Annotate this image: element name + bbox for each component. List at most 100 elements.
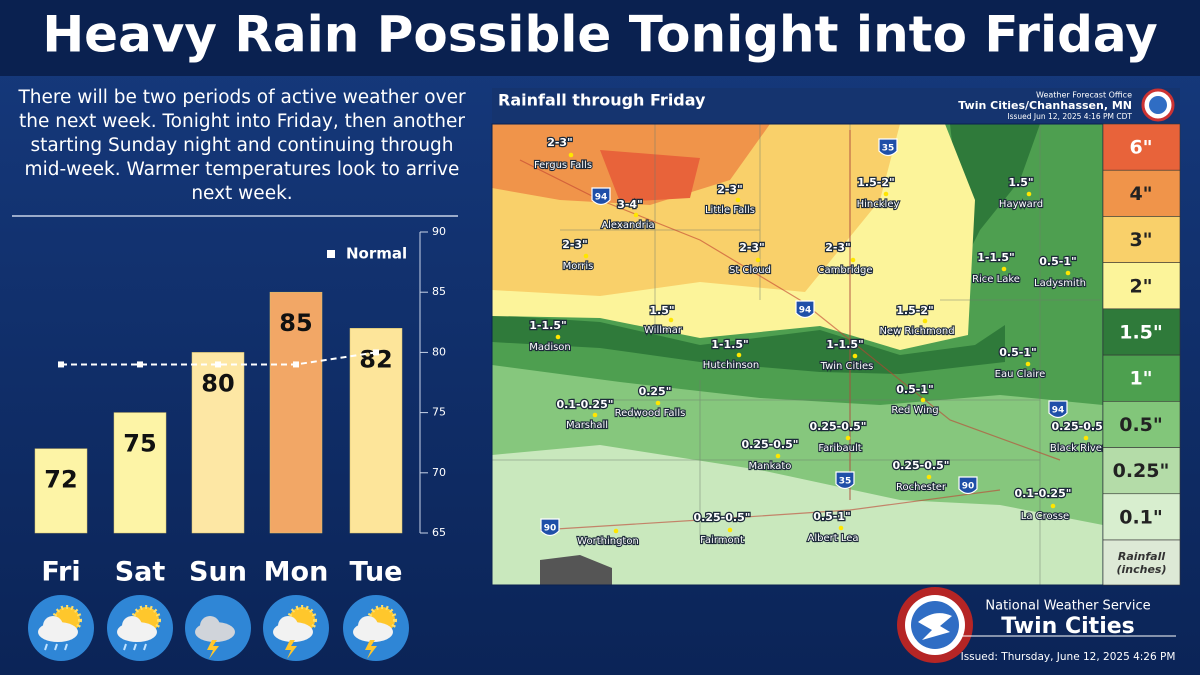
city-dot	[613, 528, 619, 534]
nws-logo-bolt	[918, 613, 952, 640]
y-tick-label: 65	[432, 526, 446, 539]
map-office: Twin Cities/Chanhassen, MN	[958, 99, 1132, 112]
legend-title-holder: Rainfall (inches)	[1116, 550, 1166, 576]
city-dot	[755, 257, 761, 263]
y-tick-label: 80	[432, 345, 446, 358]
city-name: New Richmond	[879, 326, 954, 337]
day-label: Fri	[41, 557, 80, 588]
legend-label: 1.5"	[1119, 322, 1163, 344]
legend-swatch	[1102, 308, 1181, 356]
map-labels: 2-3" Fergus Falls 3-4" Alexandria 2-3" Little…	[528, 135, 1109, 548]
interstate-number: 94	[1052, 406, 1065, 416]
map-header	[492, 88, 1180, 124]
rain-zone	[600, 150, 700, 202]
title-bar	[0, 0, 1200, 76]
normal-marker	[137, 361, 143, 368]
bar	[349, 328, 403, 534]
city-name: Red Wing	[891, 405, 938, 416]
rain-amount: 0.25-0.5"	[893, 459, 950, 472]
legend-label: 2"	[1129, 275, 1152, 297]
city-dot	[1026, 191, 1032, 197]
city-dot	[845, 435, 851, 441]
interstate-number: 94	[595, 193, 608, 203]
weather-icon-rain	[123, 643, 147, 651]
legend-swatch	[1102, 354, 1181, 402]
city-name: Fergus Falls	[534, 160, 592, 171]
legend-label: 0.5"	[1119, 414, 1163, 436]
city-name: Black River	[1050, 443, 1107, 454]
bar-value-label: 72	[44, 466, 77, 494]
city-dot	[735, 197, 741, 203]
city-name: Rochester	[896, 482, 947, 493]
legend-marker	[327, 250, 335, 258]
map-office-label: Weather Forecast Office	[1036, 91, 1132, 100]
nws-logo-small-inner	[1149, 96, 1167, 114]
city-dot	[633, 212, 639, 218]
rain-amount: 0.25-0.5"	[1052, 420, 1109, 433]
y-tick-label: 85	[432, 285, 446, 298]
city-dot	[655, 400, 661, 406]
footer-agency: National Weather Service	[985, 599, 1150, 614]
y-tick-label: 90	[432, 225, 446, 238]
bar	[269, 291, 323, 534]
city-dot	[1083, 435, 1089, 441]
bar-value-label: 85	[279, 309, 312, 337]
city-dot	[920, 397, 926, 403]
interstate-shield	[591, 187, 611, 206]
interstate-shield	[540, 518, 560, 537]
city-dot	[592, 412, 598, 418]
interstate-shield	[795, 300, 815, 319]
rain-amount: 0.1-0.25"	[557, 398, 614, 411]
city-name: Ladysmith	[1034, 278, 1086, 289]
city-dot	[852, 353, 858, 359]
normal-marker	[293, 361, 299, 368]
normal-marker	[373, 349, 379, 356]
city-name: St Cloud	[729, 265, 771, 276]
weather-icon-bolt	[207, 640, 219, 659]
rain-amount: 0.5-1"	[896, 383, 933, 396]
legend-label: 1"	[1129, 368, 1152, 390]
bar	[34, 448, 88, 534]
rain-amount: 1.5-2"	[896, 304, 933, 317]
weather-icon-cloud	[122, 616, 142, 636]
city-name: Cambridge	[818, 265, 873, 276]
legend-swatch	[1102, 123, 1181, 171]
legend-swatch	[1102, 493, 1181, 541]
city-dot	[1001, 266, 1007, 272]
bar-value-label: 80	[201, 369, 234, 397]
legend-swatch	[1102, 262, 1181, 310]
weather-icon-cloud	[200, 616, 220, 636]
footer-office: Twin Cities	[1001, 614, 1135, 639]
city-dot	[1050, 503, 1056, 509]
interstate-number: 90	[962, 482, 975, 492]
map-issued: Issued Jun 12, 2025 4:16 PM CDT	[1007, 112, 1132, 121]
weather-icon-cloud	[358, 616, 378, 636]
city-name: Little Falls	[705, 205, 755, 216]
city-name: Morris	[563, 261, 594, 272]
rain-amount: 0.5-1"	[999, 346, 1036, 359]
rain-amount: 0.5-1"	[1039, 255, 1076, 268]
weather-icon-rain	[44, 643, 68, 651]
rain-amount: 1-1.5"	[529, 319, 566, 332]
normal-marker	[215, 361, 221, 368]
weather-icon-bolt	[285, 640, 297, 659]
day-label: Sat	[115, 557, 166, 588]
rain-amount: 2-3"	[547, 136, 573, 149]
rain-amount: 2-3"	[825, 241, 851, 254]
interstate-number: 94	[799, 306, 812, 316]
y-tick-label: 70	[432, 466, 446, 479]
city-name: Redwood Falls	[615, 408, 686, 419]
rain-amount: 1.5-2"	[857, 176, 894, 189]
description-box: There will be two periods of active weat…	[18, 87, 465, 204]
city-name: La Crosse	[1021, 511, 1069, 522]
rain-amount: 1-1.5"	[977, 251, 1014, 264]
city-dot	[736, 352, 742, 358]
rain-amount: 1.5"	[649, 304, 674, 317]
rain-amount: 3-4"	[617, 198, 643, 211]
legend-label: 0.25"	[1113, 460, 1170, 482]
rain-amount: 1.5"	[1008, 176, 1033, 189]
legend-label: 0.1"	[1119, 506, 1163, 528]
